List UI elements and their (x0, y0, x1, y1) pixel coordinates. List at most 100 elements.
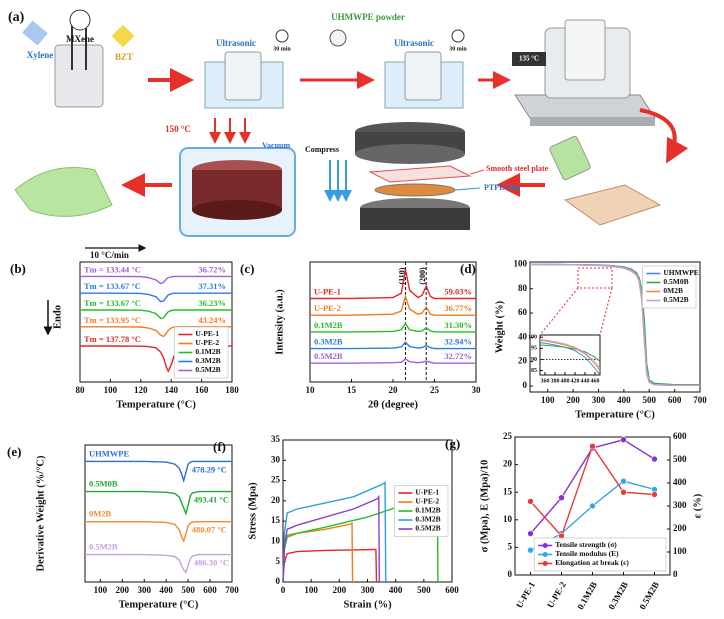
y2-tick-label: 100 (673, 546, 687, 556)
y-tick-label: 0 (508, 569, 513, 579)
panel-label: (b) (10, 261, 26, 276)
series-line (85, 553, 232, 574)
x-tick-label: 80 (76, 385, 86, 395)
legend-label: U-PE-2 (415, 497, 439, 506)
y-tick-label: 85 (531, 368, 537, 374)
leader (469, 169, 485, 175)
legend-box (533, 537, 667, 572)
bzt-icon (111, 24, 135, 48)
y-axis-label: Stress (Mpa) (247, 482, 258, 540)
legend-marker (542, 552, 548, 557)
y-tick-label: 100 (514, 258, 528, 268)
annotation: 36.77% (444, 303, 472, 313)
series-line (80, 292, 232, 303)
label: 150 °C (165, 124, 191, 134)
y-tick-label: 30 (271, 454, 281, 464)
y-tick-label: 40 (518, 331, 528, 341)
marker (527, 546, 534, 554)
x-tick-label: 0.1M2B (575, 580, 599, 611)
x-tick-label: 300 (592, 395, 606, 405)
series-line (85, 460, 232, 484)
mold (563, 184, 662, 226)
chart: (g) U-PE-1 U-PE-2 0.1M2B 0.3M2B 0.5M2B 0 5 10 15 2… (445, 431, 703, 611)
label: Smooth steel plate (486, 164, 549, 173)
press-bottom (360, 208, 470, 230)
marker (651, 491, 658, 498)
x-tick-label: 200 (116, 585, 130, 595)
y2-tick-label: 400 (673, 477, 687, 487)
y-axis-label: Intensity (a.u.) (274, 289, 285, 355)
annotation: 37.31% (198, 281, 226, 291)
annotation: Tm = 133.67 °C (84, 281, 141, 291)
y-axis-label: σ (Mpa), E (Mpa)/10 (479, 460, 490, 553)
clock-icon (275, 29, 289, 43)
series-line (310, 322, 476, 333)
y-tick-label: 10 (271, 535, 281, 545)
series-label: 0.3M2B (314, 337, 343, 347)
annotation: 36.72% (198, 264, 226, 274)
series-line (310, 269, 476, 300)
annotation: 478.29 °C (192, 464, 227, 474)
series-line (282, 548, 378, 583)
series-label: 0.5M0B (89, 479, 118, 489)
y2-axis-label: ε (%) (692, 493, 703, 518)
x-axis-label: Strain (%) (343, 599, 392, 610)
x-tick-label: 100 (104, 385, 118, 395)
series-label: 0.5M2B (89, 542, 118, 552)
series-label: 0.1M2B (314, 320, 343, 330)
panel-label: (d) (460, 261, 476, 276)
marker (589, 502, 596, 510)
panel-label: (g) (445, 436, 460, 451)
y-axis-label: Weight (%) (494, 300, 505, 353)
beaker (549, 135, 591, 181)
legend-label: 0.3M2B (415, 515, 440, 524)
annotation: Tm = 133.95 °C (84, 315, 141, 325)
series-line (539, 344, 601, 363)
display (512, 52, 546, 66)
annotation: 32.94% (444, 337, 472, 347)
legend-label: U-PE-1 (195, 329, 219, 338)
series-label: 0.5M2B (314, 351, 343, 361)
legend-label: UHMWPE (663, 268, 698, 277)
steel-plate (368, 165, 472, 183)
x-tick-label: 400 (159, 585, 173, 595)
series-line (85, 490, 232, 516)
plot-frame (84, 444, 233, 583)
y-tick-label: 15 (271, 515, 281, 525)
series-line (80, 309, 232, 320)
x-axis-label: Temperature (°C) (116, 399, 196, 410)
legend-label: U-PE-1 (415, 488, 439, 497)
x-tick-label: 180 (225, 385, 239, 395)
annotation: Tm = 133.67 °C (84, 298, 141, 308)
x-tick-label: 25 (430, 385, 440, 395)
press-top (355, 144, 465, 164)
x-tick-label: 460 (591, 378, 600, 384)
legend-marker (542, 543, 548, 548)
panel-label: (e) (7, 444, 21, 459)
label: Ultrasonic (216, 38, 256, 48)
chart: (d) 100 200 300 400 500 600 700 0 20 40 60 80 100 Temp… (460, 258, 707, 420)
ptfe-film (374, 183, 456, 197)
x-axis-label: Temperature (°C) (575, 409, 655, 420)
zoom-line (599, 287, 613, 336)
chart: (c) 10 15 20 25 30 2θ (degree) Intensity (a.u.)… (240, 261, 481, 410)
series-line (310, 358, 476, 364)
marker (527, 530, 534, 537)
y-tick-label: 25 (271, 475, 281, 485)
y-tick-label: 100 (528, 335, 537, 341)
x-tick-label: 440 (581, 378, 590, 384)
composite-film (14, 167, 113, 217)
y-tick-label: 15 (503, 486, 513, 496)
x-tick-label: 30 (472, 385, 482, 395)
peak-label: (110) (397, 267, 406, 284)
marker (620, 477, 627, 485)
annotation: 32.72% (444, 351, 472, 361)
hotplate-edge (530, 118, 655, 126)
x-tick-label: 140 (164, 385, 178, 395)
beaker (564, 19, 606, 81)
y-tick-label: 90 (531, 357, 537, 363)
beaker (404, 51, 442, 101)
label: Xylene (27, 50, 54, 60)
x-tick-label: 15 (347, 385, 357, 395)
chart: (e) 100 200 300 400 500 600 700 Temperature (°C)… (7, 444, 239, 610)
